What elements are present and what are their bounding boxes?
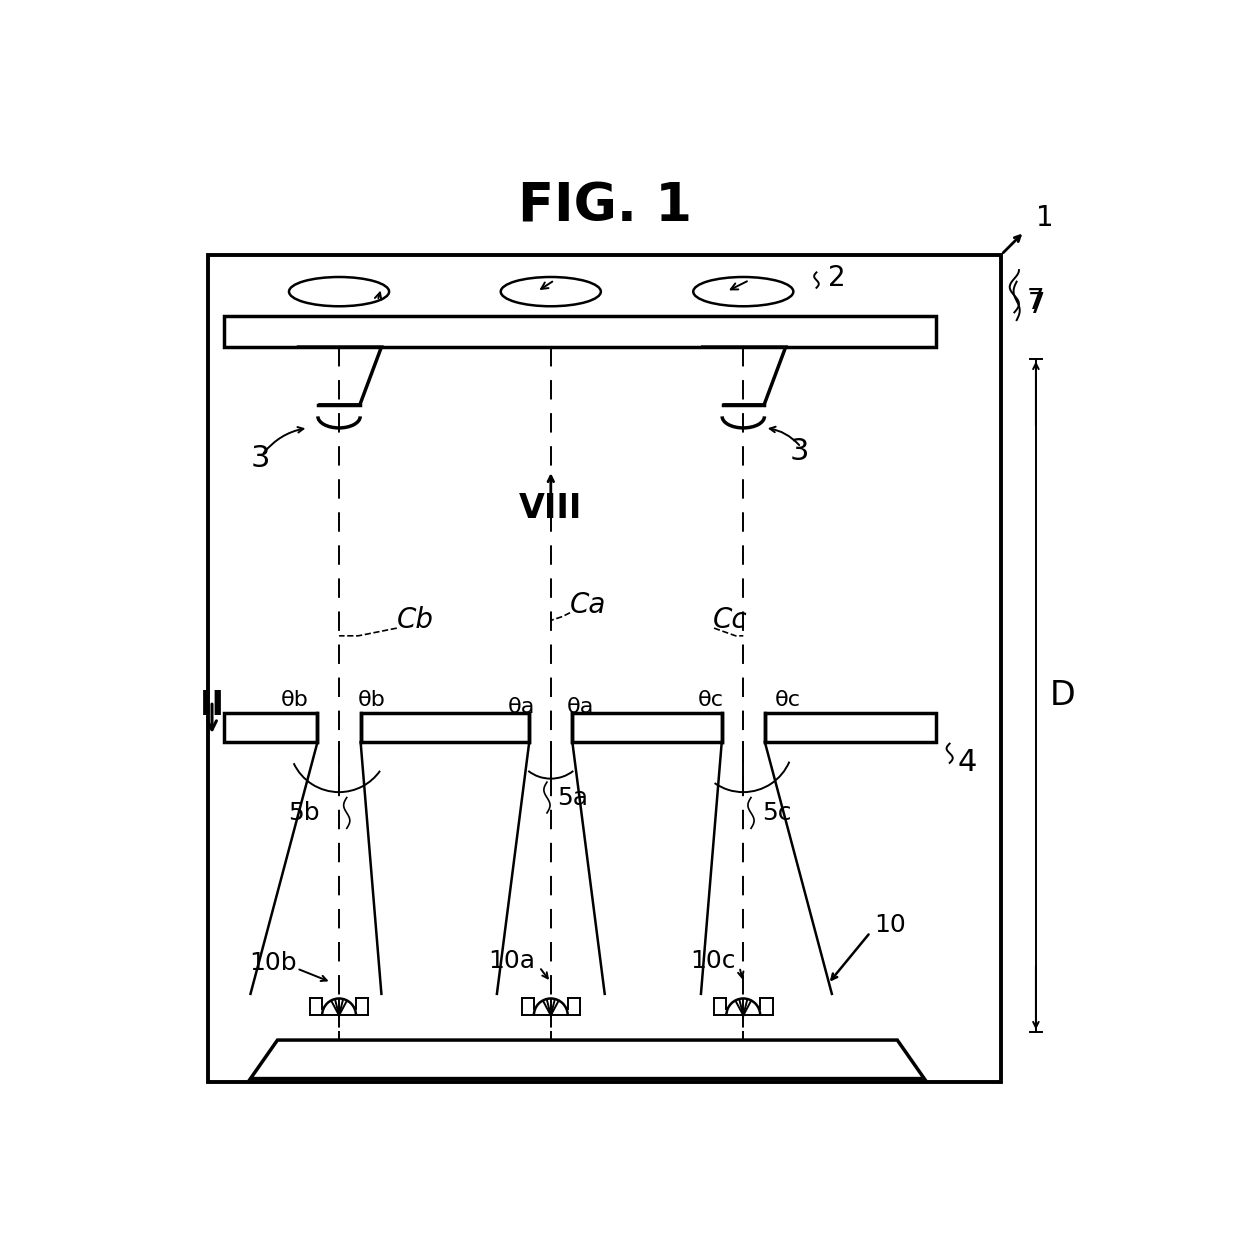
- Text: 10c: 10c: [691, 948, 735, 972]
- Text: 5c: 5c: [763, 801, 792, 825]
- Text: 1: 1: [1035, 205, 1054, 232]
- Text: VIII: VIII: [520, 492, 583, 525]
- Text: 2: 2: [828, 264, 846, 291]
- Text: 3: 3: [790, 437, 808, 466]
- Text: D: D: [1050, 678, 1075, 712]
- Text: FIG. 1: FIG. 1: [517, 180, 692, 232]
- Text: θb: θb: [280, 690, 309, 710]
- Polygon shape: [250, 1040, 924, 1079]
- Text: II: II: [200, 688, 224, 722]
- Text: 3: 3: [250, 445, 270, 474]
- Bar: [208, 255, 1001, 1083]
- Text: 5a: 5a: [557, 785, 588, 810]
- Bar: [223, 713, 317, 742]
- Text: Cc: Cc: [713, 607, 748, 634]
- Text: Cb: Cb: [397, 607, 434, 634]
- Bar: [765, 713, 936, 742]
- Bar: [573, 713, 722, 742]
- Text: θb: θb: [357, 690, 386, 710]
- Bar: [223, 317, 936, 347]
- Text: θa: θa: [567, 697, 594, 717]
- Text: 4: 4: [957, 749, 977, 777]
- Text: 10: 10: [874, 913, 906, 937]
- Text: 10a: 10a: [489, 948, 536, 972]
- Text: 5b: 5b: [288, 801, 320, 825]
- Text: θc: θc: [775, 690, 801, 710]
- Text: 7: 7: [1027, 286, 1044, 315]
- Text: 7: 7: [1028, 290, 1045, 319]
- Text: 10b: 10b: [249, 951, 296, 975]
- Text: θa: θa: [508, 697, 536, 717]
- Bar: [361, 713, 529, 742]
- Text: Ca: Ca: [570, 592, 606, 619]
- Text: θc: θc: [698, 690, 724, 710]
